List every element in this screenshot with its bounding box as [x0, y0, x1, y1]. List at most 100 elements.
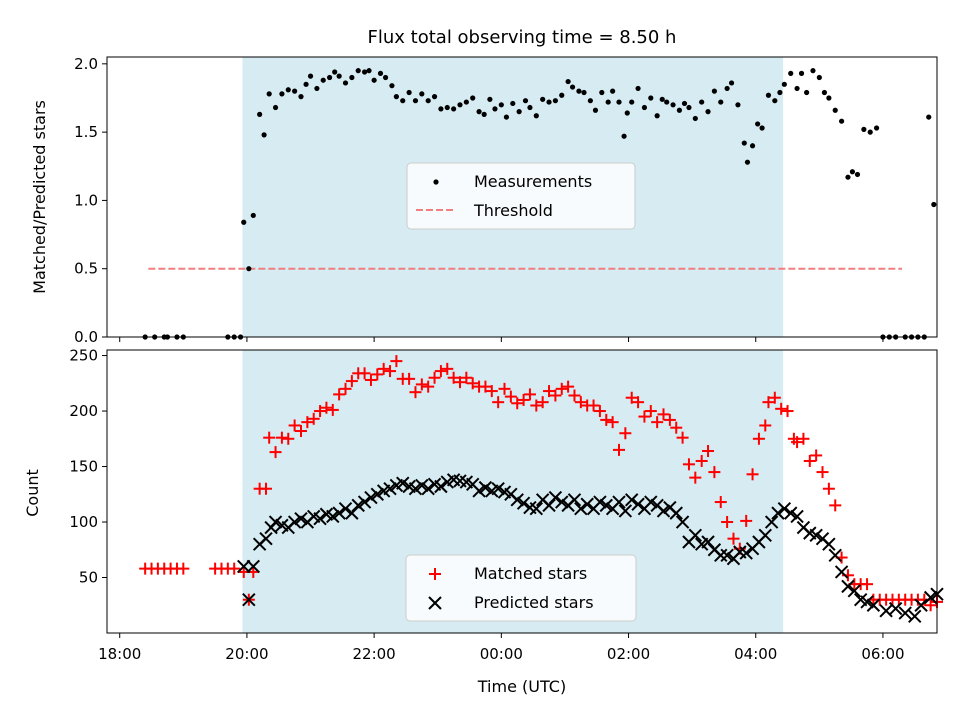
measurement-point	[389, 83, 395, 89]
y-tick-label: 0.5	[74, 260, 98, 278]
y-tick-label: 200	[69, 402, 98, 420]
measurement-point	[279, 91, 285, 97]
measurement-point	[320, 77, 326, 83]
predicted-star-point	[408, 482, 423, 496]
measurement-point	[298, 94, 304, 100]
measurement-point	[781, 81, 787, 87]
measurement-point	[728, 80, 735, 86]
measurement-point	[692, 115, 698, 122]
predicted-star-point	[351, 498, 365, 513]
top-plot-frame	[106, 56, 938, 338]
matched-star-point	[714, 496, 727, 509]
predicted-star-point	[688, 528, 703, 543]
measurement-point	[332, 69, 338, 75]
measurement-point	[241, 219, 247, 225]
measurement-point	[559, 92, 565, 98]
matched-star-point	[326, 403, 339, 416]
measurement-point	[463, 99, 469, 105]
matched-star-point	[768, 391, 781, 404]
matched-star-point	[523, 388, 536, 401]
predicted-star-point	[357, 495, 372, 509]
matched-star-point	[625, 391, 638, 404]
matched-star-point	[543, 385, 556, 398]
measurement-point	[498, 102, 504, 108]
y-tick-label: 100	[69, 513, 98, 531]
predicted-star-point	[332, 506, 346, 520]
predicted-star-point	[834, 565, 849, 579]
measurement-point	[798, 70, 805, 76]
matched-star-point	[676, 431, 689, 444]
legend-measurements-label: Measurements	[474, 172, 592, 191]
measurement-point	[492, 106, 498, 112]
top-y-ticks: 0.0 0.5 1.0 1.5 2.0	[74, 55, 107, 346]
measurement-point	[457, 102, 463, 108]
measurement-point	[412, 98, 419, 104]
matched-star-point	[269, 446, 282, 459]
matched-star-point	[339, 382, 352, 395]
measurement-point	[664, 99, 670, 105]
predicted-star-point	[555, 495, 569, 509]
measurement-point	[826, 95, 832, 101]
measurement-point	[845, 174, 851, 180]
matched-star-point	[511, 397, 524, 410]
measurement-point	[705, 109, 711, 115]
x-axis-label: Time (UTC)	[477, 677, 566, 696]
predicted-star-point	[771, 506, 785, 520]
predicted-star-point	[784, 506, 798, 520]
matched-star-point	[260, 482, 273, 495]
top-x-ticks	[119, 337, 884, 342]
y-tick-label: 150	[69, 458, 98, 476]
matched-star-point	[364, 373, 377, 386]
predicted-star-point	[777, 501, 792, 516]
matched-star-point	[562, 380, 575, 393]
measurement-point	[816, 74, 822, 81]
predicted-star-point	[434, 479, 448, 494]
predicted-star-point	[574, 501, 588, 516]
matched-star-point	[263, 431, 276, 444]
predicted-star-point	[675, 515, 690, 529]
predicted-star-point	[669, 506, 683, 520]
predicted-star-point	[631, 497, 645, 511]
matched-star-point	[530, 399, 543, 412]
measurement-point	[565, 78, 571, 85]
matched-star-point	[345, 375, 358, 388]
predicted-star-point	[923, 590, 938, 605]
matched-star-point	[810, 449, 823, 462]
matched-star-point	[803, 454, 816, 467]
matched-star-point	[644, 405, 657, 418]
measurement-point	[931, 201, 937, 208]
measurement-point	[355, 68, 361, 74]
matched-star-point	[177, 562, 190, 575]
matched-star-point	[632, 396, 645, 409]
matched-star-point	[377, 362, 390, 375]
matched-star-point	[775, 402, 788, 415]
top-panel: 0.00.51.01.52.0 Matched/Predicted stars …	[30, 55, 938, 346]
matched-star-point	[415, 378, 428, 391]
bottom-marks	[139, 355, 944, 624]
measurement-point	[861, 126, 867, 132]
predicted-star-point	[567, 493, 582, 507]
predicted-star-point	[364, 490, 378, 505]
matched-star-point	[721, 516, 734, 529]
measurement-point	[659, 96, 665, 102]
matched-star-point	[574, 396, 587, 409]
predicted-star-point	[739, 546, 753, 560]
matched-star-point	[727, 532, 740, 545]
matched-star-point	[333, 388, 346, 401]
measurement-point	[569, 84, 576, 90]
predicted-star-point	[618, 504, 633, 518]
measurement-point	[487, 96, 493, 102]
measurement-point	[759, 125, 765, 131]
legend-matched-label: Matched stars	[474, 564, 587, 583]
measurement-point	[810, 68, 816, 74]
predicted-star-point	[898, 606, 912, 620]
measurement-point	[749, 143, 756, 149]
measurement-point	[821, 89, 828, 96]
measurement-point	[431, 94, 438, 100]
matched-star-point	[498, 382, 511, 395]
predicted-star-point	[847, 584, 862, 598]
predicted-star-point	[491, 482, 505, 496]
measurement-point	[592, 107, 599, 113]
predicted-star-point	[822, 537, 836, 551]
measurement-point	[581, 89, 587, 96]
